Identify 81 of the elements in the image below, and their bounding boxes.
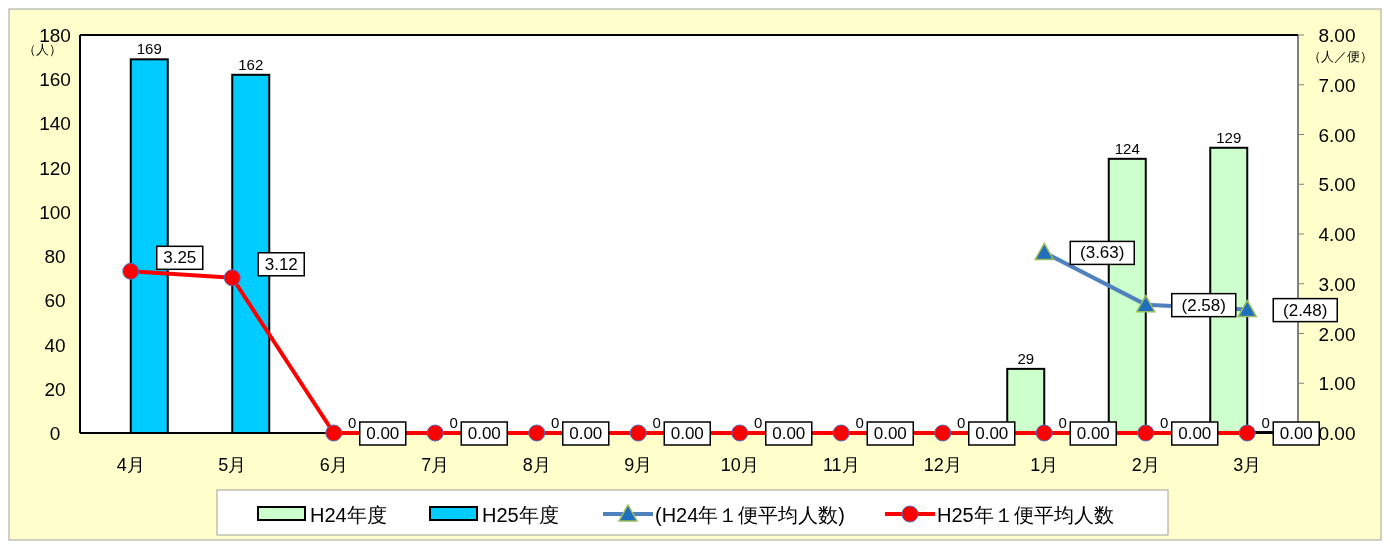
- point: [122, 262, 140, 280]
- data-label: 162: [238, 55, 264, 73]
- data-label: 0: [652, 414, 661, 431]
- y2-tick-label: 3.00: [1318, 273, 1356, 295]
- x-tick-label: 9月: [624, 455, 653, 475]
- point: [426, 424, 444, 442]
- data-label: 0.00: [975, 424, 1009, 443]
- x-tick-label: 2月: [1131, 455, 1160, 475]
- point: [325, 424, 343, 442]
- data-label: 0: [957, 414, 966, 431]
- y2-tick-label: 2.00: [1318, 323, 1356, 345]
- y2-tick-label: 1.00: [1318, 373, 1356, 395]
- point: [629, 424, 647, 442]
- point: [934, 424, 952, 442]
- x-tick-label: 1月: [1030, 455, 1059, 475]
- data-label: 0: [551, 414, 560, 431]
- x-tick-label: 8月: [522, 455, 551, 475]
- data-label: 169: [136, 40, 162, 58]
- y2-tick-label: 7.00: [1318, 74, 1356, 96]
- y-tick-label: 80: [44, 246, 66, 268]
- y2-tick-label: 8.00: [1318, 25, 1356, 46]
- legend-label: H25年１便平均人数: [937, 504, 1114, 526]
- data-label: 0.00: [467, 424, 501, 443]
- data-label: 0.00: [772, 424, 806, 443]
- data-label: 3.12: [264, 254, 298, 274]
- y-tick-label: 20: [44, 378, 66, 400]
- data-label: 29: [1017, 349, 1035, 367]
- y2-tick-label: 0.00: [1318, 423, 1356, 444]
- data-label: 0: [348, 414, 357, 431]
- y2-axis-title: （人／便）: [1307, 49, 1373, 64]
- data-label: (2.48): [1283, 300, 1328, 320]
- data-label: 0.00: [1076, 424, 1110, 443]
- point: [528, 424, 546, 442]
- legend-label: H24年度: [310, 504, 387, 526]
- point: [1035, 424, 1053, 442]
- point: [731, 424, 749, 442]
- data-label: 129: [1216, 128, 1242, 146]
- y-tick-label: 0: [49, 423, 61, 444]
- data-label: 0: [1058, 414, 1067, 431]
- x-tick-label: 3月: [1233, 455, 1262, 475]
- point: [1238, 424, 1256, 442]
- x-tick-label: 5月: [218, 455, 247, 475]
- data-label: 0.00: [1279, 424, 1313, 443]
- data-label: 0: [754, 414, 763, 431]
- point: [223, 269, 241, 287]
- data-label: 0.00: [1178, 424, 1212, 443]
- y2-tick-label: 5.00: [1318, 174, 1356, 196]
- data-label: 0.00: [569, 424, 603, 443]
- legend-label: (H24年１便平均人数): [655, 504, 846, 526]
- data-label: 0: [1261, 414, 1270, 431]
- y-tick-label: 60: [44, 290, 66, 312]
- y2-tick-label: 4.00: [1318, 224, 1356, 245]
- x-tick-label: 10月: [720, 455, 759, 475]
- point: [1237, 299, 1257, 318]
- data-label: 0: [449, 414, 458, 431]
- data-label: 0.00: [670, 424, 704, 443]
- data-label: 0: [855, 414, 864, 431]
- y-tick-label: 100: [39, 201, 71, 223]
- data-label: 0.00: [873, 424, 907, 443]
- data-label: 0.00: [366, 424, 400, 443]
- y-tick-label: 160: [39, 69, 71, 91]
- data-label: (3.63): [1080, 243, 1125, 263]
- x-tick-label: 11月: [822, 455, 860, 475]
- legend-label: H25年度: [482, 504, 559, 526]
- data-label: (2.58): [1181, 295, 1226, 315]
- point: [1137, 424, 1155, 442]
- x-tick-label: 6月: [319, 455, 348, 475]
- y-tick-label: 140: [39, 113, 71, 135]
- point: [1034, 242, 1054, 261]
- data-label: 3.25: [163, 248, 197, 268]
- y-axis-title: （人）: [22, 42, 62, 57]
- data-label: 124: [1114, 139, 1140, 157]
- point: [832, 424, 850, 442]
- y-tick-label: 40: [44, 334, 66, 356]
- data-label: 0: [1160, 414, 1169, 431]
- x-tick-label: 12月: [923, 455, 962, 475]
- x-tick-label: 4月: [116, 455, 145, 475]
- y2-tick-label: 6.00: [1318, 124, 1356, 146]
- x-tick-label: 7月: [421, 455, 450, 475]
- point: [1136, 294, 1156, 313]
- y-tick-label: 120: [39, 157, 71, 179]
